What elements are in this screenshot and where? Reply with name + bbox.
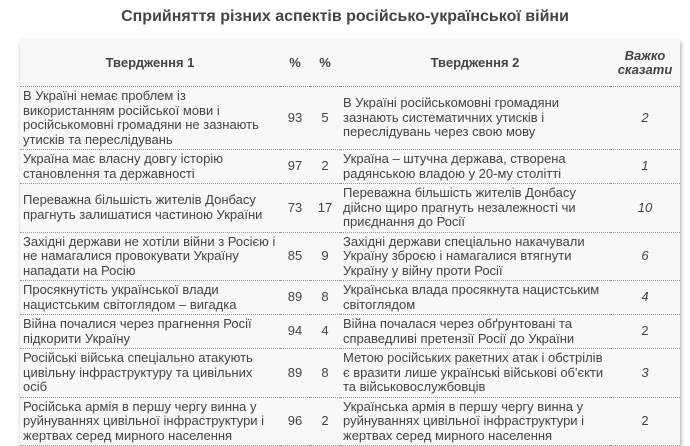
header-percent-2: % (310, 40, 340, 87)
percent-2: 4 (310, 314, 340, 349)
statement-2: Українська влада просякнута нацистським … (340, 280, 610, 315)
header-row: Твердження 1 % % Твердження 2 Важко сказ… (20, 40, 680, 87)
hard-to-say: 6 (610, 232, 680, 281)
table-row: Російські війська спеціально атакують ци… (20, 348, 680, 398)
header-hard-to-say: Важко сказати (610, 40, 680, 87)
hard-to-say: 2 (610, 397, 680, 446)
percent-1: 89 (280, 280, 310, 315)
table-row: Війна почалися через прагнення Росії під… (20, 314, 680, 349)
percent-1: 96 (280, 397, 310, 446)
statement-1: Західні держави не хотіли війни з Росією… (20, 232, 280, 281)
header-statement-1: Твердження 1 (20, 40, 280, 87)
header-percent-1: % (280, 40, 310, 87)
table-row: Переважна більшість жителів Донбасу праг… (20, 183, 680, 233)
percent-1: 73 (280, 183, 310, 233)
percent-2: 5 (310, 86, 340, 150)
table-row: Просякнутість української влади нацистсь… (20, 280, 680, 315)
statement-2: Українська армія в першу чергу винна у р… (340, 397, 610, 446)
percent-1: 89 (280, 348, 310, 398)
percent-1: 93 (280, 86, 310, 150)
percent-2: 2 (310, 397, 340, 446)
statement-2: Україна – штучна держава, створена радян… (340, 149, 610, 184)
percent-1: 85 (280, 232, 310, 281)
statement-1: Війна почалися через прагнення Росії під… (20, 314, 280, 349)
percent-1: 94 (280, 314, 310, 349)
page-title: Сприйняття різних аспектів російсько-укр… (121, 8, 569, 25)
percent-2: 8 (310, 280, 340, 315)
percent-2: 8 (310, 348, 340, 398)
hard-to-say: 2 (610, 86, 680, 150)
statement-2: Переважна більшість жителів Донбасу дійс… (340, 183, 610, 233)
table-row: Україна має власну довгу історію становл… (20, 149, 680, 184)
statement-2: Західні держави спеціально накачували Ук… (340, 232, 610, 281)
header-statement-2: Твердження 2 (340, 40, 610, 87)
percent-2: 9 (310, 232, 340, 281)
statement-1: Переважна більшість жителів Донбасу праг… (20, 183, 280, 233)
percent-2: 2 (310, 149, 340, 184)
statement-2: Метою російських ракетних атак і обстріл… (340, 348, 610, 398)
statement-1: Російська армія в першу чергу винна у ру… (20, 397, 280, 446)
statement-1: Просякнутість української влади нацистсь… (20, 280, 280, 315)
percent-1: 97 (280, 149, 310, 184)
table-row: В Україні немає проблем із використанням… (20, 86, 680, 150)
table-row: Російська армія в першу чергу винна у ру… (20, 397, 680, 446)
hard-to-say: 3 (610, 348, 680, 398)
statement-1: Україна має власну довгу історію становл… (20, 149, 280, 184)
table-row: Західні держави не хотіли війни з Росією… (20, 232, 680, 281)
hard-to-say: 2 (610, 314, 680, 349)
statement-2: Війна почалася через обґрунтовані та спр… (340, 314, 610, 349)
hard-to-say: 4 (610, 280, 680, 315)
statement-1: В Україні немає проблем із використанням… (20, 86, 280, 150)
hard-to-say: 10 (610, 183, 680, 233)
hard-to-say: 1 (610, 149, 680, 184)
statement-1: Російські війська спеціально атакують ци… (20, 348, 280, 398)
percent-2: 17 (310, 183, 340, 233)
statement-2: В Україні російськомовні громадяни зазна… (340, 86, 610, 150)
survey-table: Твердження 1 % % Твердження 2 Важко сказ… (20, 40, 680, 446)
